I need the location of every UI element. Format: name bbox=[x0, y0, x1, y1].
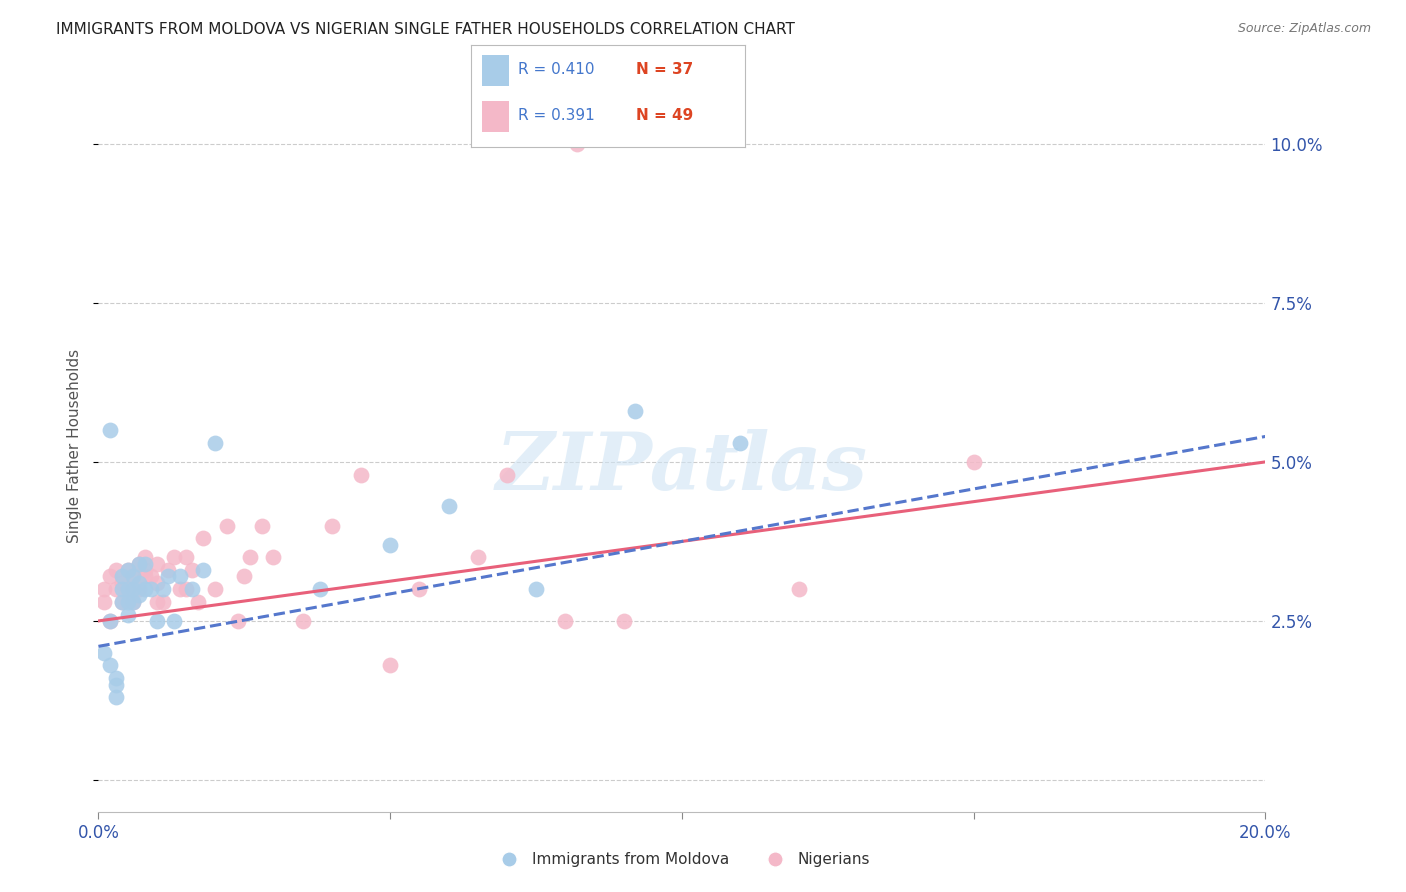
Point bbox=[157, 569, 180, 583]
Bar bbox=[482, 101, 509, 132]
Point bbox=[496, 467, 519, 482]
Point bbox=[380, 538, 402, 552]
Point bbox=[239, 550, 262, 565]
Point bbox=[180, 563, 202, 577]
Point bbox=[134, 550, 156, 565]
Point bbox=[128, 557, 150, 571]
Bar bbox=[482, 55, 509, 86]
Point bbox=[139, 569, 162, 583]
Point bbox=[122, 569, 145, 583]
Point bbox=[98, 569, 121, 583]
Point bbox=[204, 582, 226, 596]
Point bbox=[467, 550, 489, 565]
Point bbox=[524, 582, 547, 596]
Point bbox=[111, 595, 134, 609]
Point bbox=[612, 614, 634, 628]
Point bbox=[152, 582, 174, 596]
Point bbox=[104, 582, 127, 596]
Point bbox=[408, 582, 430, 596]
Point bbox=[134, 569, 156, 583]
Point bbox=[180, 582, 202, 596]
Point bbox=[93, 646, 115, 660]
Point bbox=[624, 404, 647, 418]
Point bbox=[117, 563, 139, 577]
Text: R = 0.410: R = 0.410 bbox=[517, 62, 595, 78]
Point bbox=[98, 423, 121, 437]
Point bbox=[134, 563, 156, 577]
Point bbox=[104, 690, 127, 705]
Point bbox=[146, 557, 169, 571]
Point bbox=[122, 582, 145, 596]
Point bbox=[104, 671, 127, 685]
Point bbox=[228, 614, 250, 628]
Point bbox=[174, 550, 197, 565]
Point bbox=[193, 531, 215, 545]
Point bbox=[787, 582, 810, 596]
Point bbox=[187, 595, 209, 609]
Point bbox=[93, 582, 115, 596]
Point bbox=[262, 550, 284, 565]
Text: R = 0.391: R = 0.391 bbox=[517, 109, 595, 123]
Point bbox=[163, 550, 186, 565]
Point bbox=[128, 589, 150, 603]
Point bbox=[111, 569, 134, 583]
Text: N = 37: N = 37 bbox=[636, 62, 693, 78]
Point bbox=[157, 563, 180, 577]
Point bbox=[104, 677, 127, 691]
Point bbox=[163, 614, 186, 628]
Point bbox=[134, 557, 156, 571]
Point bbox=[111, 595, 134, 609]
Point bbox=[380, 658, 402, 673]
Point bbox=[128, 582, 150, 596]
Point bbox=[98, 658, 121, 673]
Text: IMMIGRANTS FROM MOLDOVA VS NIGERIAN SINGLE FATHER HOUSEHOLDS CORRELATION CHART: IMMIGRANTS FROM MOLDOVA VS NIGERIAN SING… bbox=[56, 22, 796, 37]
Point bbox=[134, 582, 156, 596]
Point bbox=[291, 614, 314, 628]
Point bbox=[169, 569, 191, 583]
Point bbox=[117, 595, 139, 609]
Point bbox=[117, 607, 139, 622]
Y-axis label: Single Father Households: Single Father Households bbox=[67, 349, 83, 543]
Point bbox=[437, 500, 460, 514]
Point bbox=[962, 455, 984, 469]
Point bbox=[204, 435, 226, 450]
Point bbox=[128, 575, 150, 590]
Point bbox=[104, 563, 127, 577]
Legend: Immigrants from Moldova, Nigerians: Immigrants from Moldova, Nigerians bbox=[488, 847, 876, 873]
Point bbox=[321, 518, 343, 533]
Point bbox=[309, 582, 332, 596]
Point bbox=[111, 575, 134, 590]
Text: Source: ZipAtlas.com: Source: ZipAtlas.com bbox=[1237, 22, 1371, 36]
Point bbox=[350, 467, 373, 482]
Text: ZIPatlas: ZIPatlas bbox=[496, 429, 868, 507]
Point bbox=[117, 582, 139, 596]
Point bbox=[122, 595, 145, 609]
Point bbox=[122, 569, 145, 583]
Point bbox=[117, 563, 139, 577]
Point bbox=[117, 582, 139, 596]
Point bbox=[98, 614, 121, 628]
Point bbox=[139, 582, 162, 596]
Point bbox=[215, 518, 238, 533]
Point bbox=[233, 569, 256, 583]
Point bbox=[146, 614, 169, 628]
Point bbox=[98, 614, 121, 628]
Point bbox=[93, 595, 115, 609]
Point bbox=[730, 435, 752, 450]
Point bbox=[152, 595, 174, 609]
Point bbox=[554, 614, 576, 628]
Point bbox=[122, 595, 145, 609]
Point bbox=[111, 582, 134, 596]
Text: N = 49: N = 49 bbox=[636, 109, 693, 123]
Point bbox=[146, 595, 169, 609]
Point bbox=[174, 582, 197, 596]
Point bbox=[169, 582, 191, 596]
Point bbox=[565, 136, 588, 151]
Point bbox=[146, 575, 169, 590]
Point bbox=[128, 557, 150, 571]
Point bbox=[250, 518, 273, 533]
Point bbox=[193, 563, 215, 577]
